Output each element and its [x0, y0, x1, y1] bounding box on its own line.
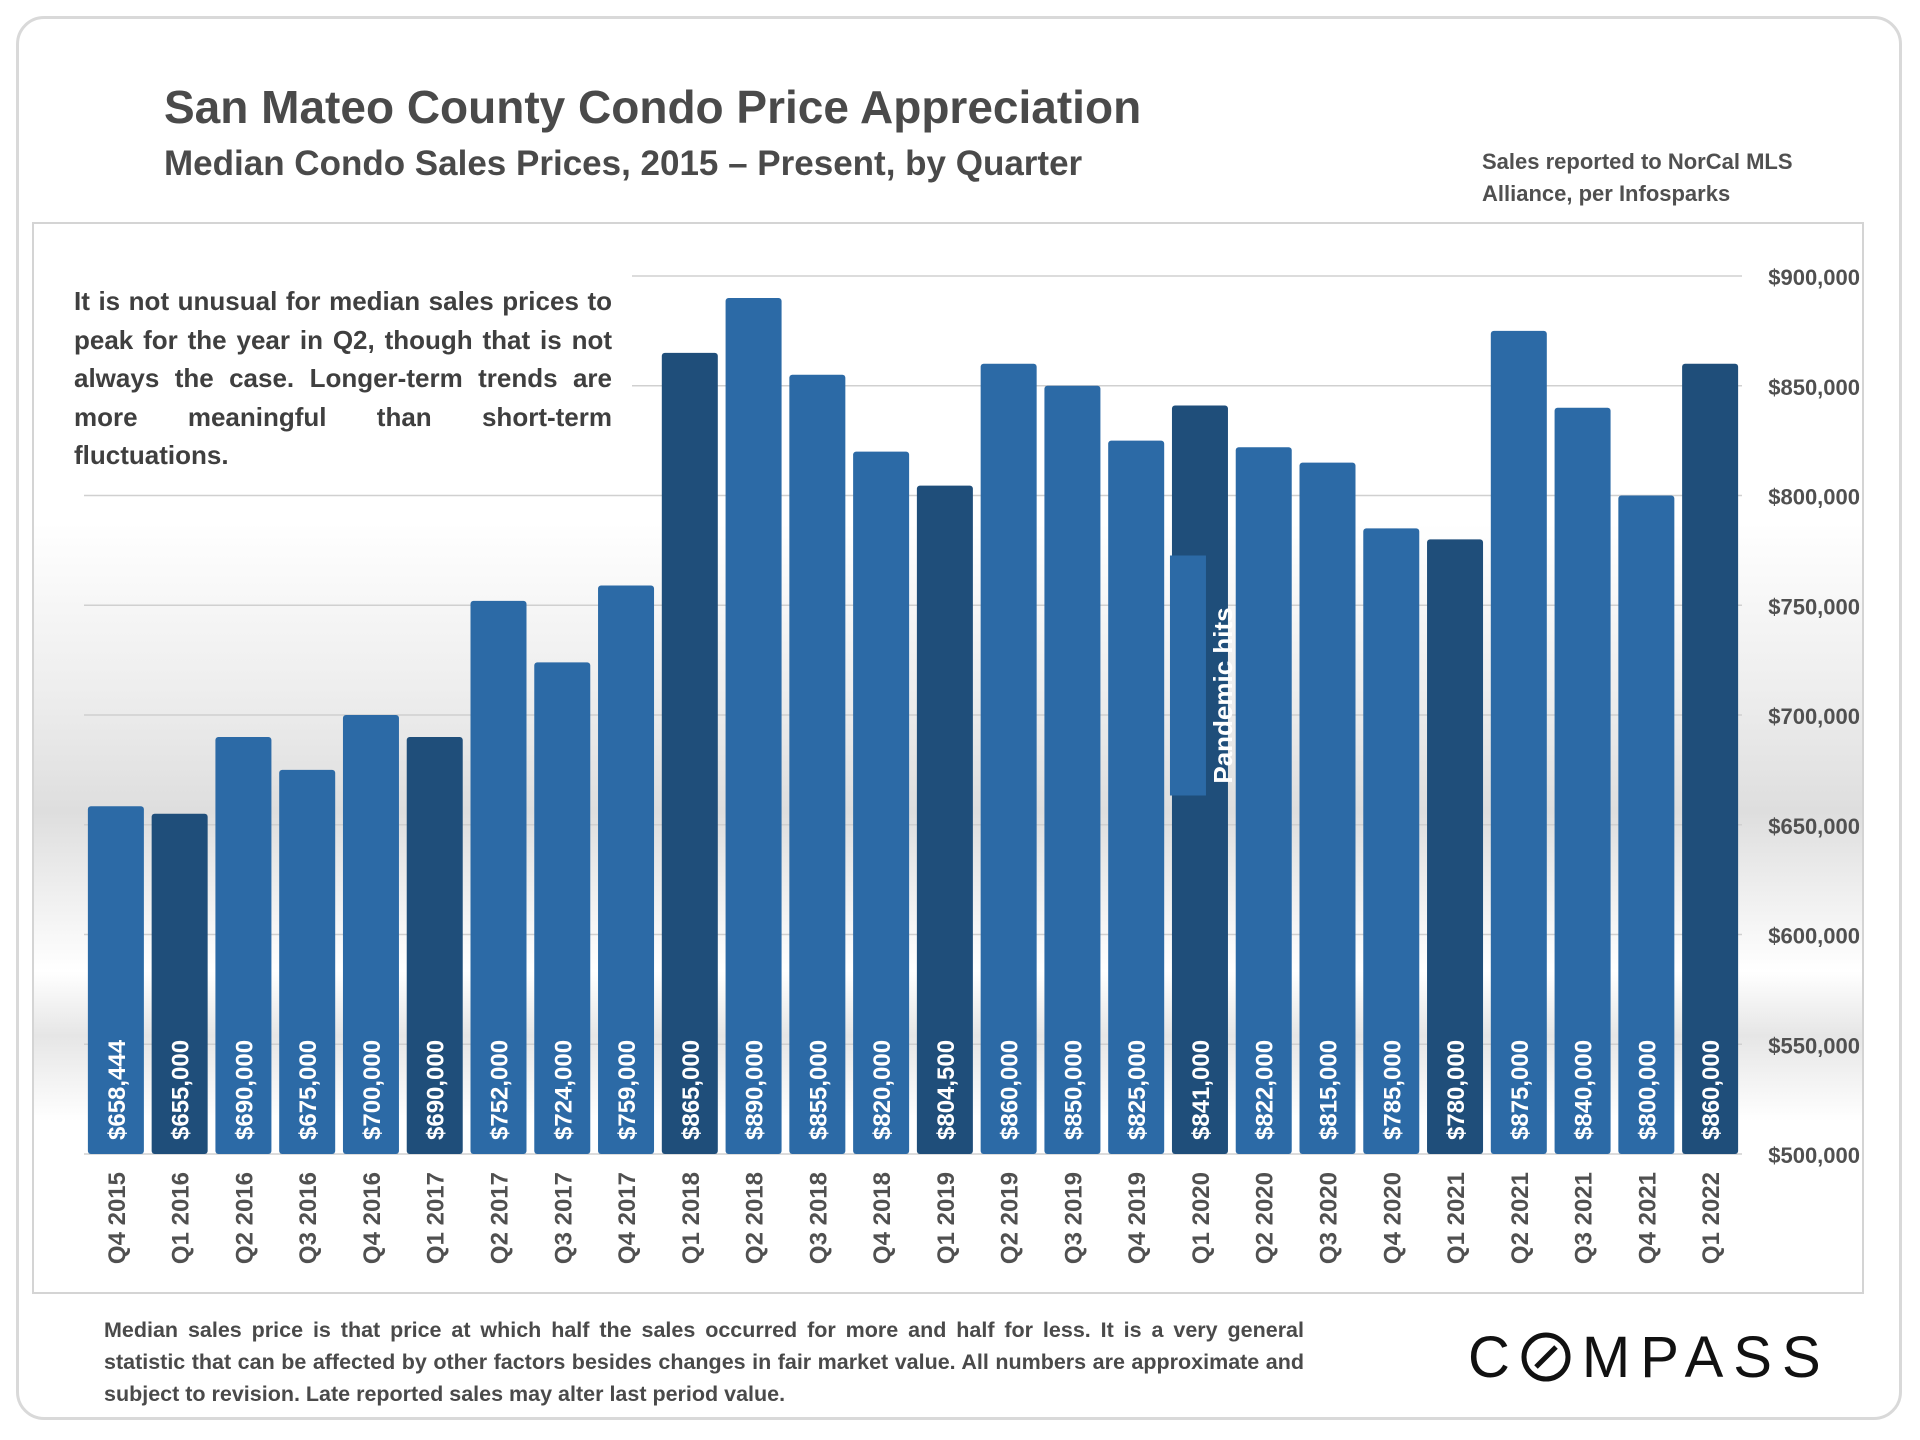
bar-value-label: $785,000: [1379, 1040, 1406, 1140]
bar-value-label: $690,000: [423, 1040, 450, 1140]
x-tick-label: Q2 2021: [1507, 1172, 1534, 1264]
logo-text-left: C: [1468, 1324, 1520, 1390]
bar: [789, 374, 846, 1154]
bar-value-label: $840,000: [1571, 1040, 1598, 1140]
bar: [853, 451, 910, 1155]
x-tick-label: Q1 2019: [933, 1172, 960, 1264]
bar: [279, 769, 336, 1154]
x-tick-label: Q2 2019: [997, 1172, 1024, 1264]
chart-subtitle: Median Condo Sales Prices, 2015 – Presen…: [164, 144, 1083, 183]
x-tick-label: Q3 2019: [1060, 1172, 1087, 1264]
x-tick-label: Q4 2021: [1634, 1172, 1661, 1264]
footnote: Median sales price is that price at whic…: [104, 1318, 1304, 1406]
bar: [470, 600, 527, 1154]
x-tick-label: Q3 2017: [550, 1172, 577, 1264]
x-tick-label: Q1 2022: [1698, 1172, 1725, 1264]
bar-value-label: $825,000: [1124, 1040, 1151, 1140]
bar-value-label: $865,000: [678, 1040, 705, 1140]
y-tick-label: $900,000: [1768, 265, 1860, 290]
x-tick-label: Q1 2020: [1188, 1172, 1215, 1264]
x-tick-label: Q4 2016: [359, 1172, 386, 1264]
x-tick-label: Q4 2019: [1124, 1172, 1151, 1264]
bar: [87, 806, 144, 1154]
source-note: Sales reported to NorCal MLS Alliance, p…: [1482, 149, 1793, 206]
bar: [980, 363, 1037, 1154]
bar-value-label: $820,000: [869, 1040, 896, 1140]
x-tick-label: Q1 2017: [423, 1172, 450, 1264]
bar-value-label: $875,000: [1507, 1040, 1534, 1140]
bar: [1618, 495, 1675, 1154]
bar-value-label: $860,000: [1698, 1040, 1725, 1140]
bar-value-label: $700,000: [359, 1040, 386, 1140]
x-tick-label: Q2 2020: [1252, 1172, 1279, 1264]
y-tick-label: $800,000: [1768, 485, 1860, 510]
x-tick-label: Q4 2015: [104, 1172, 131, 1264]
x-tick-label: Q1 2016: [168, 1172, 195, 1264]
bar: [1235, 447, 1292, 1155]
bar-value-label: $658,444: [104, 1039, 131, 1140]
bar-value-label: $752,000: [487, 1040, 514, 1140]
bar-value-label: $655,000: [168, 1040, 195, 1140]
bar: [725, 297, 782, 1154]
bar-value-label: $815,000: [1316, 1040, 1343, 1140]
bar: [406, 736, 463, 1154]
y-tick-label: $500,000: [1768, 1143, 1860, 1168]
bar: [598, 585, 655, 1154]
x-tick-label: Q2 2017: [487, 1172, 514, 1264]
x-tick-label: Q4 2020: [1379, 1172, 1406, 1264]
y-tick-label: $650,000: [1768, 814, 1860, 839]
bar-value-label: $724,000: [550, 1040, 577, 1140]
bar: [916, 485, 973, 1154]
annotation-box: [1169, 555, 1206, 796]
x-tick-label: Q3 2020: [1316, 1172, 1343, 1264]
bar: [1490, 330, 1547, 1154]
x-tick-label: Q4 2017: [614, 1172, 641, 1264]
x-tick-label: Q1 2018: [678, 1172, 705, 1264]
chart-title: San Mateo County Condo Price Appreciatio…: [164, 81, 1142, 133]
bar: [1108, 440, 1165, 1154]
bar-value-label: $822,000: [1252, 1040, 1279, 1140]
y-tick-label: $750,000: [1768, 594, 1860, 619]
bar-value-label: $675,000: [295, 1040, 322, 1140]
compass-o-icon: [1521, 1332, 1571, 1382]
x-tick-label: Q2 2016: [231, 1172, 258, 1264]
bar: [342, 715, 399, 1154]
bar-value-label: $855,000: [805, 1040, 832, 1140]
bar: [215, 736, 272, 1154]
bar-value-label: $890,000: [742, 1040, 769, 1140]
bar-value-label: $804,500: [933, 1040, 960, 1140]
bar-value-label: $850,000: [1060, 1040, 1087, 1140]
y-tick-label: $550,000: [1768, 1033, 1860, 1058]
bar-value-label: $759,000: [614, 1040, 641, 1140]
bar: [1427, 539, 1484, 1154]
x-tick-label: Q2 2018: [742, 1172, 769, 1264]
x-tick-label: Q3 2021: [1571, 1172, 1598, 1264]
bar-value-label: $860,000: [997, 1040, 1024, 1140]
callout-box: It is not unusual for median sales price…: [52, 274, 632, 486]
bar-value-label: $841,000: [1188, 1040, 1215, 1140]
bar: [1299, 462, 1356, 1154]
x-tick-label: Q1 2021: [1443, 1172, 1470, 1264]
y-tick-label: $700,000: [1768, 704, 1860, 729]
x-tick-label: Q3 2016: [295, 1172, 322, 1264]
bar: [1363, 528, 1420, 1154]
y-tick-label: $600,000: [1768, 924, 1860, 949]
logo-text-right: MPASS: [1581, 1324, 1831, 1390]
bar: [1682, 363, 1739, 1154]
bar: [534, 662, 591, 1154]
bar: [151, 813, 208, 1154]
x-tick-label: Q4 2018: [869, 1172, 896, 1264]
bar-value-label: $780,000: [1443, 1040, 1470, 1140]
pandemic-annotation: Pandemic hits: [1208, 607, 1238, 783]
x-tick-label: Q3 2018: [805, 1172, 832, 1264]
compass-logo: C MPASS: [1468, 1322, 1831, 1392]
y-tick-label: $850,000: [1768, 375, 1860, 400]
bar-value-label: $690,000: [231, 1040, 258, 1140]
bar: [1044, 385, 1101, 1154]
bar: [661, 352, 718, 1154]
bar-value-label: $800,000: [1634, 1040, 1661, 1140]
bar: [1554, 407, 1611, 1154]
